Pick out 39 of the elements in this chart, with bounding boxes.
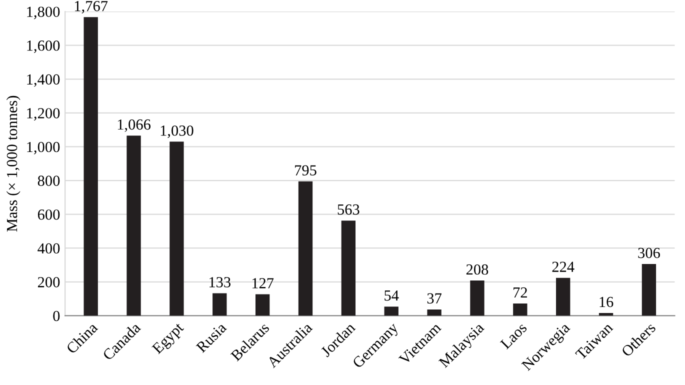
- y-tick-label: 1,600: [27, 40, 60, 53]
- bar: [255, 294, 270, 316]
- y-tick-label: 1,200: [27, 108, 60, 121]
- data-label: 37: [427, 293, 442, 304]
- y-tick-label: 600: [38, 209, 60, 220]
- y-tick-label: 0: [53, 310, 60, 322]
- y-tick-label: 800: [38, 176, 60, 186]
- data-label: 795: [295, 165, 316, 176]
- y-tick-label: 200: [38, 277, 60, 288]
- data-label: 1,030: [160, 125, 194, 138]
- y-tick-label: 1,800: [27, 6, 60, 20]
- bar: [556, 278, 570, 316]
- data-label: 133: [210, 277, 230, 288]
- bar: [298, 181, 313, 316]
- data-label: 54: [384, 290, 399, 301]
- bar: [84, 17, 98, 316]
- bar: [642, 264, 656, 316]
- data-label: 1,066: [118, 119, 150, 132]
- data-label: 72: [514, 287, 527, 298]
- data-label: 1,767: [74, 0, 108, 14]
- data-label: 208: [466, 264, 488, 275]
- bar: [384, 306, 398, 316]
- bar: [470, 280, 484, 316]
- y-tick-label: 400: [38, 243, 60, 254]
- y-axis-title: Mass (× 1,000 tonnes): [6, 96, 20, 232]
- data-label: 224: [552, 262, 574, 272]
- bar: [513, 304, 528, 316]
- data-label: 563: [338, 204, 360, 215]
- data-label: 306: [638, 248, 660, 258]
- bar: [427, 309, 442, 316]
- bar: [341, 220, 356, 316]
- data-label: 16: [600, 296, 614, 308]
- bar: [598, 312, 614, 316]
- bar: [212, 293, 227, 316]
- data-label: 127: [252, 278, 274, 288]
- y-tick-label: 1,400: [27, 74, 60, 87]
- y-tick-label: 1,000: [27, 142, 60, 154]
- bar: [126, 136, 141, 316]
- bar: [170, 142, 184, 316]
